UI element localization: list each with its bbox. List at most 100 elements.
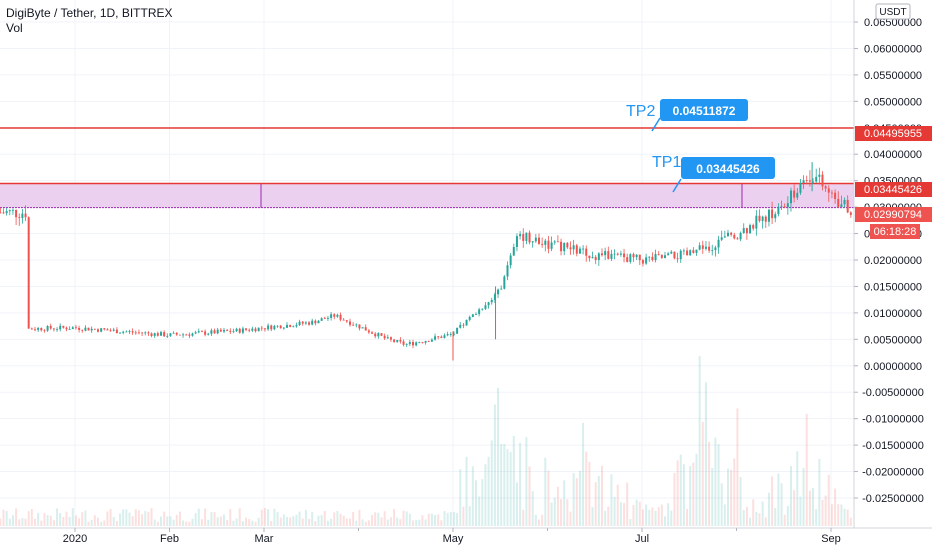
price-tick-label: 0.01000000 <box>864 308 922 320</box>
price-tick-label: 0.05000000 <box>864 96 922 108</box>
volume-bar <box>62 516 65 526</box>
volume-bar <box>556 486 559 526</box>
candle-body <box>777 206 780 215</box>
volume-bar <box>46 515 49 526</box>
candle-body <box>144 332 147 334</box>
volume-bar <box>821 499 824 526</box>
candle-body <box>780 206 783 208</box>
volume-bar <box>500 444 503 526</box>
volume-bar <box>355 520 358 526</box>
candle-body <box>490 299 493 303</box>
candle-body <box>345 320 348 322</box>
volume-bar <box>670 510 673 526</box>
candle-body <box>364 327 367 331</box>
volume-bar <box>745 506 748 526</box>
candle-body <box>752 225 755 229</box>
volume-bar <box>742 509 745 526</box>
candle-body <box>440 336 443 338</box>
candle-body <box>434 336 437 340</box>
candle-body <box>71 327 74 330</box>
candle-body <box>641 260 644 264</box>
candle-body <box>2 212 5 214</box>
volume-bar <box>711 467 714 526</box>
volume-bar <box>267 509 270 526</box>
candle-body <box>62 325 65 328</box>
tp2-text: TP2 <box>626 103 655 120</box>
candle-body <box>257 327 260 332</box>
volume-bar <box>582 422 585 526</box>
volume-bar <box>730 469 733 526</box>
price-axis[interactable]: 0.06500000 0.06000000 0.05500000 0.05000000… <box>853 0 932 528</box>
candle-body <box>541 243 544 245</box>
candle-body <box>18 217 21 218</box>
volume-bar <box>512 435 515 526</box>
current-price-tag <box>855 207 932 222</box>
candle-body <box>248 329 251 331</box>
volume-bar <box>128 512 131 526</box>
candle-body <box>371 332 374 334</box>
volume-bar <box>487 456 490 526</box>
volume-bar <box>449 511 452 526</box>
volume-bar <box>459 469 462 526</box>
volume-bar <box>525 437 528 526</box>
price-tick-label: 0.06000000 <box>864 43 922 55</box>
volume-bar <box>645 504 648 526</box>
countdown-tag-text: 06:18:28 <box>874 226 917 238</box>
tp2-level-tag-text: 0.04495955 <box>864 128 922 140</box>
candle-body <box>566 242 569 248</box>
candle-body <box>730 232 733 235</box>
candle-body <box>109 330 112 332</box>
candle-body <box>446 334 449 336</box>
candles <box>0 162 852 361</box>
volume-bar <box>531 491 534 526</box>
candle-body <box>260 327 263 329</box>
tp2-value: 0.04511872 <box>673 104 736 118</box>
price-tick-label: 0.00500000 <box>864 334 922 346</box>
candle-body <box>506 265 509 277</box>
horizontal-levels <box>0 127 854 185</box>
volume-bar <box>106 511 109 526</box>
volume-bar <box>698 355 701 526</box>
volume-bar <box>37 512 40 526</box>
volume-bar <box>802 467 805 526</box>
time-tick-label: Feb <box>160 533 179 545</box>
volume-bar <box>15 508 18 526</box>
time-tick-label: May <box>443 533 464 545</box>
candle-body <box>648 256 651 258</box>
candle-body <box>783 206 786 208</box>
tp1-annotation[interactable]: TP1 0.03445426 <box>652 154 775 193</box>
candle-body <box>134 332 137 334</box>
volume-bar <box>673 472 676 526</box>
candle-body <box>210 330 213 334</box>
candle-body <box>273 325 276 330</box>
volume-bar <box>443 510 446 526</box>
volume-bar <box>254 521 257 526</box>
volume-bar <box>125 509 128 526</box>
candle-body <box>333 314 336 317</box>
candle-body <box>515 236 518 248</box>
tp2-annotation[interactable]: TP2 0.04511872 <box>626 99 748 132</box>
candle-body <box>11 209 14 211</box>
candle-body <box>503 276 506 289</box>
volume-bar <box>308 518 311 526</box>
candle-body <box>471 314 474 317</box>
candle-body <box>459 324 462 328</box>
volume-bar <box>24 518 27 526</box>
volume-bar <box>137 510 140 526</box>
candle-body <box>411 342 414 346</box>
volume-bar <box>563 480 566 526</box>
volume-bar <box>399 519 402 526</box>
candle-body <box>761 216 764 221</box>
candle-body <box>534 237 537 242</box>
candle-body <box>178 334 181 336</box>
time-axis[interactable]: 2020 Feb Mar May Jul Sep <box>0 527 932 545</box>
volume-bar <box>49 515 52 526</box>
candle-body <box>711 250 714 251</box>
candle-body <box>509 255 512 266</box>
currency-badge[interactable] <box>875 3 911 20</box>
candle-body <box>575 245 578 254</box>
volume-bar <box>352 511 355 526</box>
candle-body <box>213 330 216 334</box>
candle-body <box>758 215 761 221</box>
